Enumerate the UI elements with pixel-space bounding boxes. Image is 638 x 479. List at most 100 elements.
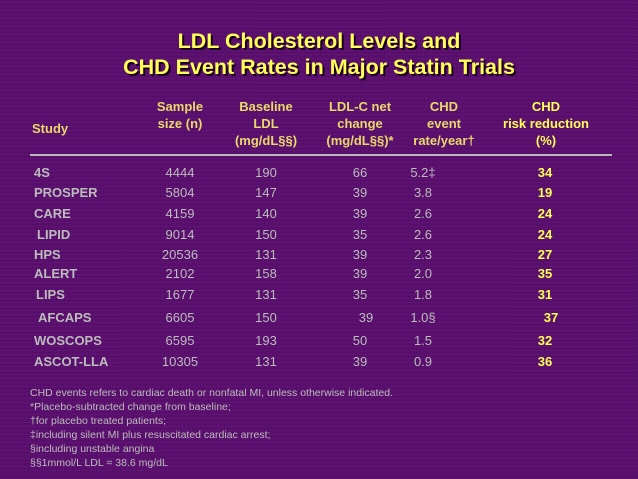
cell-baseline: 147 [255,185,277,200]
table-row: PROSPER 5804 147 39 3.8 19 [0,183,638,203]
header-event-line-3: rate/year† [413,133,475,148]
header-chd-risk-reduction: CHD risk reduction (%) [488,98,604,149]
header-ldl-change: LDL-C net change (mg/dL§§)* [314,98,406,149]
header-change-line-2: change [337,116,383,131]
cell-event-rate: 2.0 [413,266,433,281]
cell-ldl-change: 50 [352,333,368,348]
cell-study: ALERT [34,266,78,281]
cell-study: LIPS [36,287,65,302]
cell-study: PROSPER [34,185,98,200]
cell-baseline: 158 [255,266,277,281]
cell-ldl-change: 35 [352,227,368,242]
cell-baseline: 150 [255,227,277,242]
cell-risk-reduction: 24 [537,206,553,221]
table-row: CARE 4159 140 39 2.6 24 [0,204,638,224]
cell-baseline: 131 [255,354,277,369]
cell-ldl-change: 39 [352,206,368,221]
cell-event-rate: 1.0§ [410,310,436,325]
cell-baseline: 131 [255,287,277,302]
header-reduction-line-2: risk reduction [503,116,589,131]
cell-size: 1677 [165,287,195,302]
cell-size: 6595 [165,333,195,348]
footnote: §§1mmol/L LDL = 38.6 mg/dL [30,457,168,469]
cell-size: 10305 [161,354,199,369]
cell-size: 20536 [161,247,199,262]
cell-study: WOSCOPS [34,333,102,348]
cell-ldl-change: 39 [352,354,368,369]
cell-ldl-change: 39 [352,185,368,200]
footnote: ‡including silent MI plus resuscitated c… [30,429,271,441]
cell-study: AFCAPS [38,310,92,325]
header-size-line-1: Sample [156,99,204,114]
header-study: Study [32,121,69,136]
title-line-1: LDL Cholesterol Levels and [177,29,461,53]
cell-baseline: 131 [255,247,277,262]
cell-risk-reduction: 36 [537,354,553,369]
cell-study: LIPID [37,227,71,242]
cell-ldl-change: 39 [352,266,368,281]
header-divider [30,154,612,156]
cell-risk-reduction: 34 [537,165,553,180]
cell-risk-reduction: 24 [537,227,553,242]
table-row: 4S 4444 190 66 5.2‡ 34 [0,163,638,183]
header-sample-size: Sample size (n) [140,98,220,132]
cell-ldl-change: 35 [352,287,368,302]
cell-event-rate: 2.3 [413,247,433,262]
cell-ldl-change: 66 [352,165,368,180]
header-baseline-ldl: Baseline LDL (mg/dL§§) [222,98,310,149]
footnotes: CHD events refers to cardiac death or no… [30,386,393,470]
table-row: ASCOT-LLA 10305 131 39 0.9 36 [0,352,638,372]
cell-event-rate: 3.8 [413,185,433,200]
cell-study: ASCOT-LLA [34,354,109,369]
cell-size: 4444 [165,165,195,180]
table-row: HPS 20536 131 39 2.3 27 [0,245,638,265]
header-event-line-2: event [427,116,461,131]
cell-risk-reduction: 32 [537,333,553,348]
header-change-line-1: LDL-C net [328,99,392,114]
cell-risk-reduction: 19 [537,185,553,200]
header-baseline-line-3: (mg/dL§§) [234,133,298,148]
cell-event-rate: 2.6 [413,206,433,221]
cell-event-rate: 1.5 [413,333,433,348]
cell-size: 6605 [165,310,195,325]
title-line-2: CHD Event Rates in Major Statin Trials [123,55,515,79]
cell-event-rate: 5.2‡ [410,165,436,180]
cell-event-rate: 2.6 [413,227,433,242]
header-baseline-line-1: Baseline [239,99,293,114]
cell-size: 9014 [165,227,195,242]
cell-risk-reduction: 27 [537,247,553,262]
table-row: ALERT 2102 158 39 2.0 35 [0,264,638,284]
cell-event-rate: 1.8 [413,287,433,302]
cell-study: 4S [34,165,50,180]
cell-size: 4159 [165,206,195,221]
cell-risk-reduction: 37 [543,310,559,325]
cell-size: 2102 [165,266,195,281]
header-reduction-line-3: (%) [535,133,557,148]
cell-ldl-change: 39 [358,310,374,325]
cell-size: 5804 [165,185,195,200]
header-chd-event-rate: CHD event rate/year† [402,98,486,149]
header-size-line-2: size (n) [157,116,203,131]
table-row: LIPS 1677 131 35 1.8 31 [0,285,638,305]
header-reduction-line-1: CHD [531,99,561,114]
slide-title: LDL Cholesterol Levels and CHD Event Rat… [0,28,638,80]
header-event-line-1: CHD [429,99,459,114]
cell-ldl-change: 39 [352,247,368,262]
cell-baseline: 150 [255,310,277,325]
footnote: CHD events refers to cardiac death or no… [30,387,394,399]
table-row: WOSCOPS 6595 193 50 1.5 32 [0,331,638,351]
table-row: AFCAPS 6605 150 39 1.0§ 37 [0,308,638,328]
cell-study: CARE [34,206,71,221]
cell-study: HPS [34,247,61,262]
footnote: †for placebo treated patients; [30,415,167,427]
header-baseline-line-2: LDL [253,116,279,131]
footnote: §including unstable angina [30,443,155,455]
cell-baseline: 190 [255,165,277,180]
cell-baseline: 193 [255,333,277,348]
table-row: LIPID 9014 150 35 2.6 24 [0,225,638,245]
cell-risk-reduction: 31 [537,287,553,302]
header-change-line-3: (mg/dL§§)* [326,133,394,148]
footnote: *Placebo-subtracted change from baseline… [30,401,231,413]
cell-baseline: 140 [255,206,277,221]
cell-risk-reduction: 35 [537,266,553,281]
